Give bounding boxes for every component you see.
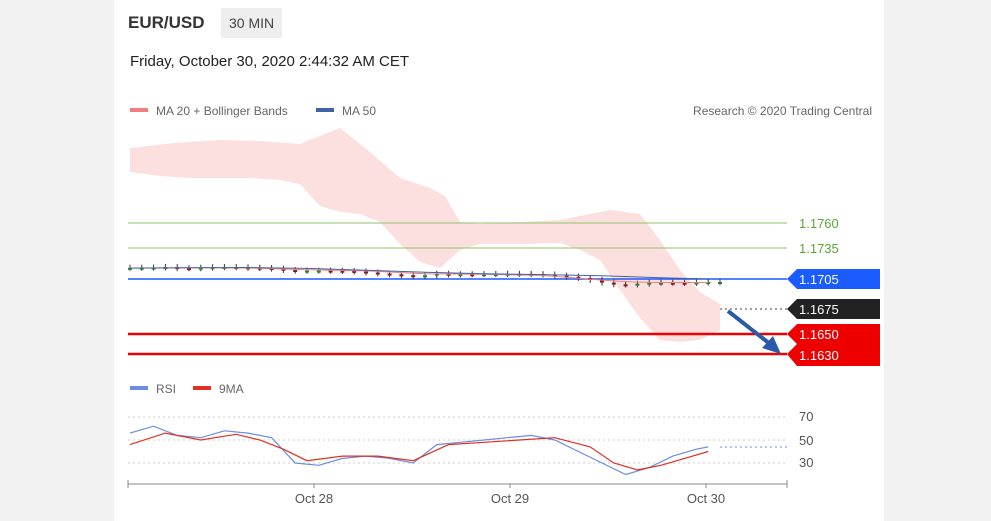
chart-card: EUR/USD 30 MIN Friday, October 30, 2020 … <box>114 0 884 521</box>
candle-body <box>694 282 699 285</box>
interval-badge[interactable]: 30 MIN <box>221 8 283 38</box>
rsi-line <box>129 425 709 476</box>
ma50-legend-label: MA 50 <box>342 104 376 118</box>
rsi-tick-50: 50 <box>799 433 813 448</box>
candle-body <box>139 267 144 270</box>
candle-body <box>281 268 286 271</box>
candle-body <box>635 283 640 286</box>
bollinger-band <box>130 128 720 342</box>
candle-body <box>670 282 675 285</box>
level-label-1735: 1.1735 <box>799 241 839 256</box>
candle-body <box>434 273 439 276</box>
candle-body <box>611 282 616 285</box>
rsi-legend: RSI 9MA <box>130 382 244 396</box>
ma50-legend-swatch <box>316 108 334 112</box>
support-tag-1650 <box>787 324 880 344</box>
ma20-legend-swatch <box>130 108 148 112</box>
level-label-1705: 1.1705 <box>799 272 839 287</box>
x-label-oct28: Oct 28 <box>295 491 333 506</box>
candle-body <box>718 282 722 284</box>
candle-body <box>375 272 380 275</box>
forecast-arrow <box>726 309 781 354</box>
price-series <box>128 264 722 288</box>
candle-body <box>305 270 309 273</box>
candle-body <box>316 270 321 273</box>
x-label-oct29: Oct 29 <box>491 491 529 506</box>
candle-body <box>659 282 663 285</box>
chart-header: EUR/USD 30 MIN <box>114 0 884 44</box>
rsi-series <box>129 425 709 476</box>
candle-body <box>470 274 475 277</box>
symbol-title: EUR/USD <box>128 13 205 32</box>
ma50-line <box>129 266 709 280</box>
level-label-1675: 1.1675 <box>799 302 839 317</box>
rsi-ma-line <box>129 432 709 471</box>
candle-body <box>682 282 687 285</box>
level-label-1630: 1.1630 <box>799 348 839 363</box>
pivot-tag <box>787 269 880 289</box>
ma20-legend-label: MA 20 + Bollinger Bands <box>156 104 288 118</box>
candle-body <box>151 267 156 270</box>
forecast-arrow-shaft <box>726 309 772 346</box>
candle-body <box>564 275 569 278</box>
candle-body <box>552 274 557 277</box>
x-axis: Oct 28 Oct 29 Oct 30 <box>127 480 788 506</box>
support-tag-1630 <box>787 344 880 366</box>
candle-body <box>493 274 498 276</box>
rsi-tick-30: 30 <box>799 455 813 470</box>
candle-body <box>352 270 357 273</box>
level-label-1760: 1.1760 <box>799 216 839 231</box>
candle-body <box>340 270 345 273</box>
candle-body <box>128 267 132 270</box>
rsi-ma-legend-swatch <box>193 386 211 390</box>
rsi-ma-legend-label: 9MA <box>219 382 244 396</box>
candle-body <box>458 274 463 277</box>
candle-body <box>328 270 333 273</box>
candle-body <box>423 275 427 278</box>
current-price-tag <box>787 299 880 319</box>
level-labels: 1.1760 1.1735 1.1705 1.1675 1.1650 1.163… <box>787 216 880 366</box>
candle-body <box>482 274 486 277</box>
candle-body <box>387 273 392 276</box>
candle-body <box>364 271 368 274</box>
candle-body <box>187 268 191 271</box>
candle-body <box>600 279 604 283</box>
price-legend: MA 20 + Bollinger Bands MA 50 Research ©… <box>130 104 872 118</box>
chart-timestamp: Friday, October 30, 2020 2:44:32 AM CET <box>130 53 410 70</box>
candle-body <box>647 282 652 285</box>
candle-body <box>446 273 451 276</box>
candle-body <box>411 275 416 278</box>
rsi-grid: 70 50 30 <box>128 409 813 470</box>
forecast-arrow-head <box>762 336 781 354</box>
candle-body <box>198 267 203 270</box>
level-label-1650: 1.1650 <box>799 327 839 342</box>
price-levels <box>128 222 787 356</box>
candle-body <box>293 270 298 272</box>
research-credit: Research © 2020 Trading Central <box>693 104 872 118</box>
candle-body <box>623 284 628 287</box>
rsi-legend-label: RSI <box>156 382 176 396</box>
rsi-tick-70: 70 <box>799 409 813 424</box>
candle-body <box>399 274 404 277</box>
x-label-oct30: Oct 30 <box>687 491 725 506</box>
rsi-legend-swatch <box>130 386 148 390</box>
